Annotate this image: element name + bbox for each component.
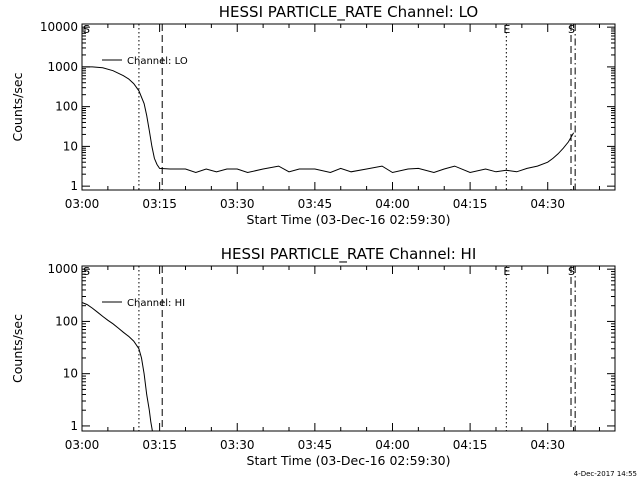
- chart-panel-hi: HESSI PARTICLE_RATE Channel: HI 03:00 03:1…: [10, 245, 616, 468]
- y-tick-label: 10: [63, 139, 78, 153]
- event-marker-label: S: [568, 265, 575, 278]
- y-tick-label: 10: [63, 367, 78, 381]
- x-tick-label: 04:15: [453, 438, 488, 452]
- x-tick-label: 03:45: [298, 197, 333, 211]
- chart-panel-lo: HESSI PARTICLE_RATE Channel: LO 03:00 03:1…: [10, 3, 616, 227]
- chart-title: HESSI PARTICLE_RATE Channel: HI: [221, 245, 477, 264]
- event-marker-label: S: [83, 23, 90, 36]
- x-tick-label: 03:00: [65, 197, 100, 211]
- y-tick-label: 100: [55, 314, 78, 328]
- legend-label: Channel: LO: [127, 56, 188, 67]
- x-tick-label: 03:15: [142, 197, 177, 211]
- x-tick-label: 04:30: [530, 197, 565, 211]
- x-tick-label: 04:30: [530, 438, 565, 452]
- y-axis-label: Counts/sec: [10, 314, 25, 383]
- x-axis-label: Start Time (03-Dec-16 02:59:30): [247, 212, 451, 227]
- x-tick-label: 04:15: [453, 197, 488, 211]
- x-tick-label: 03:30: [220, 197, 255, 211]
- x-tick-label: 03:45: [298, 438, 333, 452]
- x-tick-label: 03:15: [142, 438, 177, 452]
- series-line: [82, 66, 575, 174]
- x-tick-label: 03:30: [220, 438, 255, 452]
- y-tick-label: 1000: [47, 60, 78, 74]
- y-tick-label: 100: [55, 100, 78, 114]
- series-line: [81, 302, 153, 432]
- y-tick-label: 1: [70, 419, 78, 433]
- y-axis-label: Counts/sec: [10, 72, 25, 141]
- y-tick-label: 10000: [40, 20, 78, 34]
- x-tick-label: 03:00: [65, 438, 100, 452]
- event-marker-label: E: [503, 23, 510, 36]
- chart-title: HESSI PARTICLE_RATE Channel: LO: [219, 3, 478, 22]
- event-marker-label: E: [503, 265, 510, 278]
- legend-label: Channel: HI: [127, 298, 185, 309]
- timestamp-stamp: 4-Dec-2017 14:55: [574, 470, 637, 478]
- x-axis-label: Start Time (03-Dec-16 02:59:30): [247, 453, 451, 468]
- x-tick-label: 04:00: [375, 438, 410, 452]
- event-marker-label: S: [83, 265, 90, 278]
- event-marker-label: S: [568, 23, 575, 36]
- y-tick-label: 1000: [47, 262, 78, 276]
- x-tick-label: 04:00: [375, 197, 410, 211]
- y-tick-label: 1: [70, 179, 78, 193]
